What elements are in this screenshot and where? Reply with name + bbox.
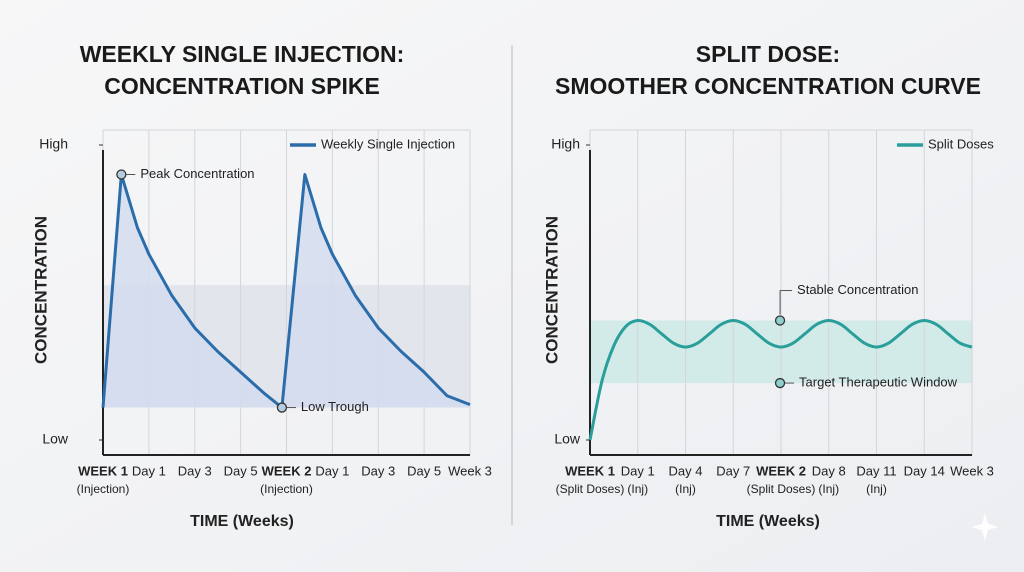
x-tick-label: Day 4: [669, 463, 703, 478]
y-tick-label: Low: [42, 431, 69, 447]
chart-title: WEEKLY SINGLE INJECTION:: [80, 41, 405, 67]
area: [103, 174, 470, 408]
annotation: Target Therapeutic Window: [799, 375, 958, 390]
x-tick-label: Day 11: [856, 463, 896, 478]
x-tick-sublabel: (Inj): [627, 482, 648, 496]
line: [588, 319, 973, 441]
annotation: Stable Concentration: [797, 282, 918, 297]
legend-label: Split Doses: [928, 136, 994, 151]
sparkle-icon: [971, 513, 999, 541]
x-tick-label: Day 14: [904, 463, 945, 478]
x-tick-label: WEEK 1: [565, 463, 615, 478]
annotation-marker: [276, 402, 288, 413]
x-tick-label: Day 1: [621, 463, 655, 478]
y-tick-label: High: [551, 136, 580, 152]
x-tick-label: WEEK 1: [78, 463, 128, 478]
x-tick-sublabel: (Split Doses): [556, 482, 625, 496]
x-tick-label: WEEK 2: [262, 463, 312, 478]
x-tick-sublabel: (Inj): [818, 482, 839, 496]
x-tick-label: Day 5: [224, 463, 258, 478]
x-tick-label: Day 8: [812, 463, 846, 478]
x-tick-sublabel: (Inj): [866, 482, 887, 496]
x-tick-label: Day 3: [178, 463, 212, 478]
annotation-marker: [774, 377, 786, 389]
x-axis-label: TIME (Weeks): [716, 513, 820, 530]
y-tick-label: High: [39, 136, 68, 152]
annotation-marker: [116, 169, 127, 180]
y-tick-label: Low: [554, 431, 581, 447]
x-tick-label: Week 3: [950, 463, 994, 478]
chart-title: CONCENTRATION SPIKE: [104, 73, 380, 99]
chart-title: SPLIT DOSE:: [696, 41, 840, 67]
chart-title: SMOOTHER CONCENTRATION CURVE: [555, 73, 981, 99]
x-tick-label: Day 1: [315, 463, 349, 478]
x-tick-sublabel: (Injection): [77, 482, 130, 496]
annotation-marker: [774, 315, 786, 326]
legend-label: Weekly Single Injection: [321, 136, 455, 151]
annotation: Low Trough: [301, 399, 369, 414]
x-tick-label: Day 1: [132, 463, 166, 478]
x-tick-label: Day 3: [361, 463, 395, 478]
x-tick-label: Week 3: [448, 463, 492, 478]
x-tick-label: WEEK 2: [756, 463, 806, 478]
x-axis-label: TIME (Weeks): [190, 513, 294, 530]
x-tick-sublabel: (Inj): [675, 482, 696, 496]
x-tick-label: Day 7: [716, 463, 750, 478]
annotation: Peak Concentration: [140, 166, 254, 181]
y-axis-label: CONCENTRATION: [31, 216, 50, 364]
x-tick-sublabel: (Injection): [260, 482, 313, 496]
x-tick-label: Day 5: [407, 463, 441, 478]
x-tick-sublabel: (Split Doses): [747, 482, 816, 496]
y-axis-label: CONCENTRATION: [542, 216, 561, 364]
